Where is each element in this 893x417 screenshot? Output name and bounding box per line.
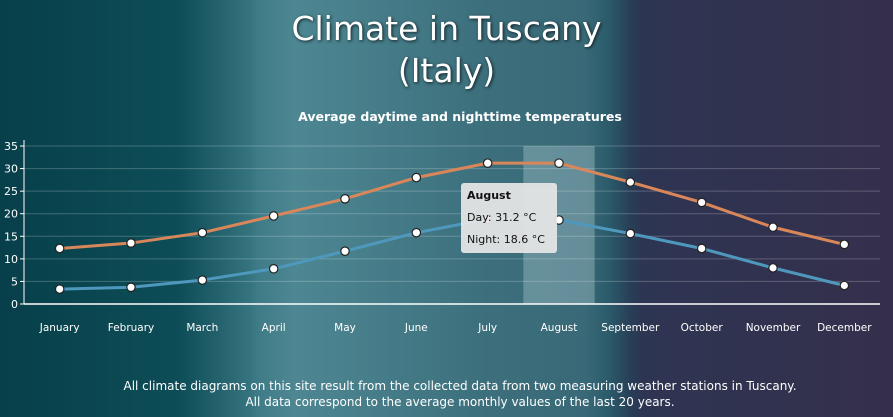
x-tick-label: September bbox=[601, 322, 660, 334]
x-tick-label: October bbox=[681, 322, 724, 334]
data-point-night bbox=[268, 263, 279, 274]
data-point-night bbox=[197, 275, 208, 285]
title-line-1: Climate in Tuscany bbox=[291, 9, 602, 48]
series-line-day bbox=[59, 161, 845, 250]
data-point-day bbox=[839, 239, 850, 250]
x-tick-label: March bbox=[186, 322, 218, 334]
series-line-night bbox=[59, 217, 845, 291]
chart-title: Average daytime and nighttime temperatur… bbox=[298, 109, 622, 124]
x-tick-label: November bbox=[746, 322, 801, 334]
data-point-day bbox=[54, 243, 65, 254]
y-tick-label: 15 bbox=[4, 230, 18, 243]
tooltip-day-value: Day: 31.2 °C bbox=[467, 211, 537, 224]
title-line-2: (Italy) bbox=[397, 51, 496, 90]
data-point-night bbox=[696, 243, 707, 254]
y-tick-label: 30 bbox=[4, 163, 18, 176]
y-tick-label: 0 bbox=[11, 298, 18, 311]
footer-line-2: All data correspond to the average month… bbox=[245, 395, 675, 409]
x-tick-label: January bbox=[39, 322, 80, 334]
x-tick-label: April bbox=[262, 322, 286, 334]
footer-note: All climate diagrams on this site result… bbox=[0, 378, 893, 410]
tooltip-month: August bbox=[467, 189, 511, 202]
data-point-night bbox=[625, 228, 636, 239]
data-point-night bbox=[768, 263, 778, 273]
y-tick-label: 10 bbox=[4, 253, 18, 266]
data-point-day bbox=[696, 197, 707, 208]
data-point-night bbox=[411, 227, 422, 238]
x-tick-label: July bbox=[477, 322, 497, 334]
data-point-night bbox=[54, 284, 65, 294]
y-tick-label: 20 bbox=[4, 208, 18, 221]
data-point-day bbox=[482, 158, 493, 168]
data-point-night bbox=[340, 246, 350, 256]
footer-line-1: All climate diagrams on this site result… bbox=[123, 379, 797, 393]
y-tick-label: 5 bbox=[11, 275, 18, 288]
data-point-day bbox=[126, 238, 136, 248]
data-point-day bbox=[411, 172, 422, 183]
data-point-day bbox=[340, 194, 350, 204]
data-point-night bbox=[126, 282, 136, 293]
tooltip-night-value: Night: 18.6 °C bbox=[467, 233, 545, 246]
page-title: Climate in Tuscany (Italy) bbox=[0, 8, 893, 92]
data-point-night bbox=[839, 280, 850, 291]
y-tick-label: 25 bbox=[4, 185, 18, 198]
x-tick-label: August bbox=[541, 322, 578, 334]
chart-tooltip: August Day: 31.2 °C Night: 18.6 °C bbox=[461, 183, 557, 253]
x-tick-label: February bbox=[108, 322, 155, 334]
x-tick-label: December bbox=[817, 322, 872, 334]
data-point-day bbox=[554, 158, 564, 168]
data-point-day bbox=[768, 222, 778, 233]
data-point-day bbox=[197, 227, 208, 238]
data-point-day bbox=[625, 177, 636, 187]
data-point-day bbox=[268, 211, 279, 221]
y-tick-label: 35 bbox=[4, 140, 18, 153]
x-tick-label: June bbox=[404, 322, 428, 334]
x-tick-label: May bbox=[334, 322, 356, 334]
